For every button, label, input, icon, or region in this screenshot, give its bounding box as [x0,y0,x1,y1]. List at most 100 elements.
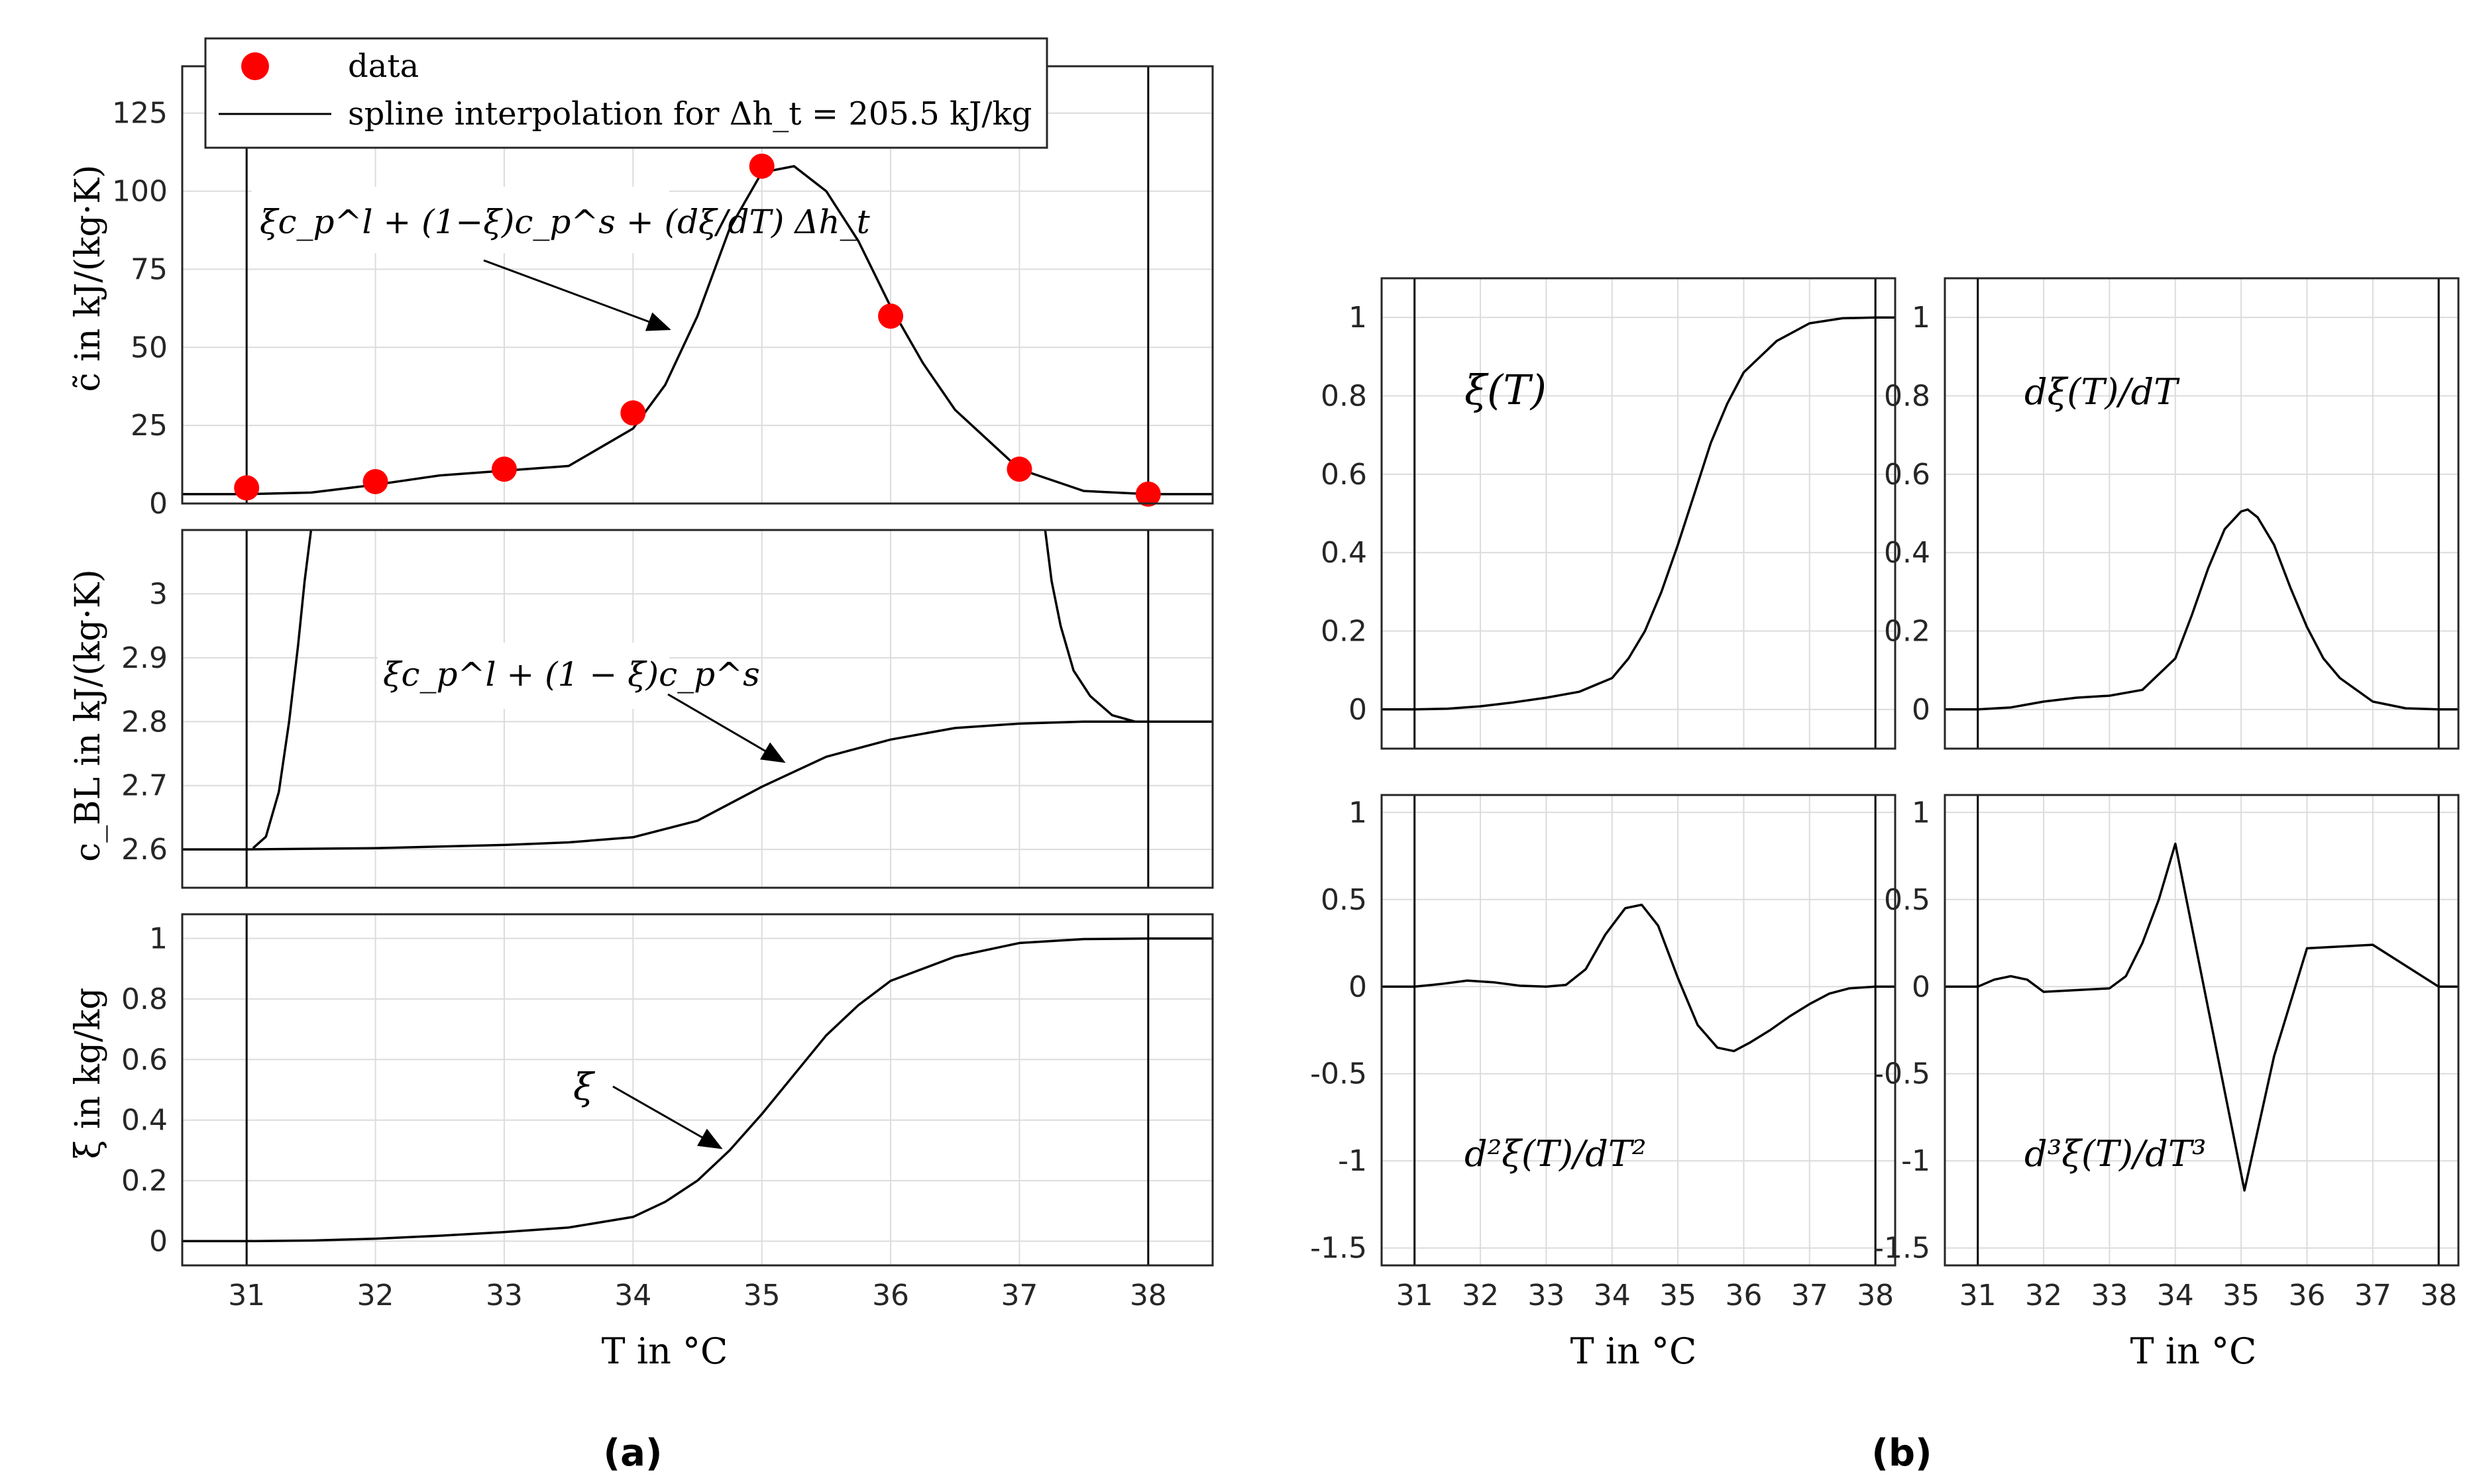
a2-ylabel: c_BL in kJ/(kg·K) [68,569,108,862]
y-tick-label: 75 [131,252,168,286]
x-tick-label: 37 [2354,1279,2391,1312]
axes-frame [1380,277,1896,750]
y-tick-label: 2.7 [121,769,168,803]
caption-b: (b) [1871,1432,1932,1475]
y-tick-label: 50 [131,331,168,364]
a3-annotation-arrow [612,1085,723,1149]
y-tick-label: 0.2 [1321,615,1367,649]
y-tick-label: 0 [1348,970,1367,1004]
svg-text:ξ in kg/kg: ξ in kg/kg [68,988,108,1159]
y-tick-label: 1 [1348,796,1367,829]
y-tick-label: 1 [1912,301,1930,335]
y-tick-label: 0.8 [1321,380,1367,413]
y-tick-label: 2.9 [121,641,168,675]
x-tick-label: 37 [1001,1279,1038,1312]
chart-b3-d2xi: -1.5 -1 -0.5 0 0.5 1 31 32 33 34 35 36 37 38 [1310,794,1896,1312]
y-tick-label: -1 [1338,1144,1367,1178]
a1-annotation-arrow [483,259,671,331]
y-tick-label: -0.5 [1310,1057,1367,1091]
y-tick-label: 0.6 [1884,458,1930,492]
x-tick-label: 35 [743,1279,781,1312]
x-tick-label: 34 [614,1279,651,1312]
x-tick-label: 38 [1130,1279,1167,1312]
chart-b4-d3xi: -1.5 -1 -0.5 0 0.5 1 31 32 33 34 35 36 37 38 [1873,794,2460,1312]
x-tick-label: 36 [1725,1279,1762,1312]
x-tick-label: 31 [1959,1279,1997,1312]
a3-ylabel: ξ in kg/kg [68,988,108,1159]
chart-b2-dxi: 0 0.2 0.4 0.6 0.8 1 [1884,277,2460,750]
x-tick-label: 33 [486,1279,523,1312]
y-tick-label: 0 [1912,970,1930,1004]
data-point [1007,456,1032,482]
b1-label: ξ(T) [1464,366,1547,414]
x-tick-label: 36 [2288,1279,2325,1312]
a2-annotation: ξc_p^l + (1 − ξ)c_p^s [378,643,786,763]
y-tick-label: -1.5 [1873,1232,1930,1265]
y-tick-label: -1.5 [1310,1232,1367,1265]
b4-label: d³ξ(T)/dT³ [2024,1133,2207,1175]
y-tick-label: -1 [1901,1144,1930,1178]
x-tick-label: 34 [2157,1279,2194,1312]
legend-data-label: data [348,48,419,85]
data-point [1135,481,1161,507]
x-tick-label: 35 [2223,1279,2260,1312]
x-tick-label: 33 [1527,1279,1565,1312]
y-tick-label: 0.6 [121,1043,168,1077]
y-tick-label: 1 [149,922,168,956]
series-line-spline-interpolation [182,165,1213,496]
y-tick-label: 0.4 [121,1104,168,1138]
axes-frame [1380,794,1896,1267]
series-line-d3xi [1945,842,2458,1192]
y-tick-label: 3 [149,577,168,611]
axes-frame [181,529,1214,889]
b2-label: dξ(T)/dT [2024,371,2180,413]
a1-ylabel: c̃ in kJ/(kg·K) [68,165,108,392]
x-tick-label: 32 [2025,1279,2062,1312]
y-tick-label: 0.2 [1884,615,1930,649]
y-tick-label: 1 [1348,301,1367,335]
data-point [362,469,388,494]
x-tick-label: 36 [872,1279,909,1312]
y-tick-label: 0.6 [1321,458,1367,492]
y-tick-label: 0.8 [1884,380,1930,413]
x-tick-label: 38 [2420,1279,2457,1312]
y-tick-label: 0 [149,487,168,521]
series-line-d2xi [1382,903,1895,1053]
legend-data-marker [241,52,269,80]
series-line-xi [1382,316,1895,711]
y-tick-label: 0.5 [1884,883,1930,917]
a1-legend: data spline interpolation for Δh_t = 205… [204,37,1048,149]
axes-frame [1944,794,2460,1267]
series-line-xi [182,937,1213,1243]
data-point [749,153,775,179]
caption-a: (a) [604,1432,663,1475]
y-tick-label: 2.8 [121,705,168,739]
data-point [234,475,260,501]
a3-annotation: ξ [573,1066,723,1149]
x-tick-label: 31 [1396,1279,1433,1312]
y-tick-label: -0.5 [1873,1057,1930,1091]
x-tick-label: 35 [1659,1279,1696,1312]
x-tick-label: 37 [1791,1279,1828,1312]
x-tick-label: 31 [228,1279,265,1312]
x-tick-label: 38 [1857,1279,1894,1312]
y-tick-label: 125 [112,97,168,131]
chart-b1-xi: 0 0.2 0.4 0.6 0.8 1 [1321,277,1896,750]
y-tick-label: 0 [1348,693,1367,727]
axes-frame [181,913,1214,1267]
b4-xlabel: T in °C [2130,1330,2257,1372]
y-tick-label: 0.5 [1321,883,1367,917]
svg-text:c̃ in kJ/(kg·K): c̃ in kJ/(kg·K) [68,165,108,392]
axes-frame [1944,277,2460,750]
a2-annotation-arrow [667,693,786,763]
a2-annotation-text: ξc_p^l + (1 − ξ)c_p^s [383,655,760,694]
legend-box [204,37,1048,149]
data-point [878,303,904,329]
x-tick-label: 33 [2091,1279,2128,1312]
svg-text:c_BL in kJ/(kg·K): c_BL in kJ/(kg·K) [68,569,108,862]
y-tick-label: 25 [131,409,168,443]
x-tick-label: 34 [1594,1279,1631,1312]
series-line-cBL [182,720,1213,851]
a3-xlabel: T in °C [602,1330,728,1372]
